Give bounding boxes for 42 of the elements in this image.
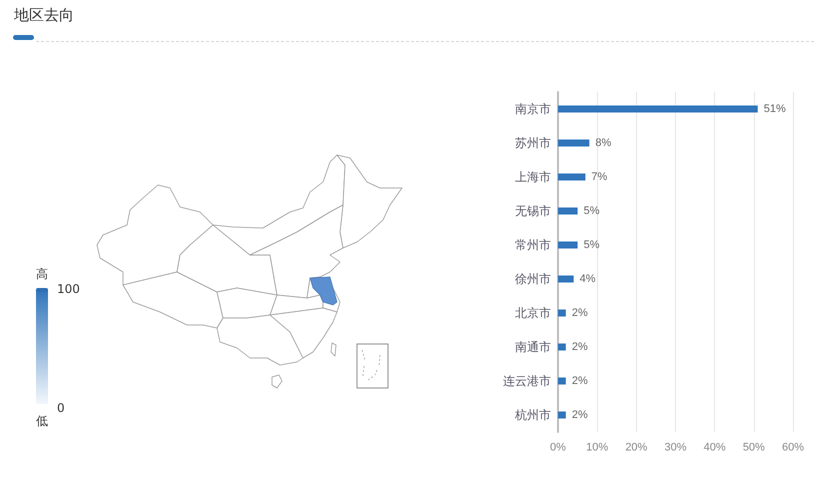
y-tick-label: 苏州市 <box>515 136 551 150</box>
text: 低 <box>36 414 48 428</box>
x-tick-label: 30% <box>664 442 687 454</box>
y-tick-label: 南通市 <box>515 340 551 354</box>
data-label: 4% <box>580 273 596 285</box>
text: 地区去向 <box>14 6 74 25</box>
bar <box>558 242 578 248</box>
x-tick-label: 60% <box>782 442 804 454</box>
bar <box>558 276 574 282</box>
bar <box>558 106 758 112</box>
bar <box>558 310 566 316</box>
bar <box>558 344 566 350</box>
data-label: 2% <box>572 307 588 319</box>
x-tick-label: 20% <box>625 442 648 454</box>
y-tick-label: 常州市 <box>515 238 551 252</box>
data-label: 5% <box>584 205 600 217</box>
x-tick-label: 10% <box>586 442 608 454</box>
x-tick-label: 50% <box>742 442 766 454</box>
data-label: 2% <box>572 409 588 421</box>
data-label: 51% <box>764 103 786 115</box>
y-tick-label: 杭州市 <box>514 408 551 422</box>
y-tick-label: 南京市 <box>515 102 551 116</box>
x-tick-label: 40% <box>704 442 726 454</box>
bar <box>558 378 566 384</box>
text: 0 <box>57 401 65 415</box>
y-tick-label: 无锡市 <box>515 204 551 218</box>
bar <box>558 412 566 418</box>
bar <box>558 140 590 146</box>
text: 高 <box>36 267 48 281</box>
bar <box>558 208 578 214</box>
y-tick-label: 徐州市 <box>515 272 551 286</box>
data-label: 2% <box>572 375 588 387</box>
data-label: 7% <box>591 171 608 183</box>
x-tick-label: 0% <box>550 442 566 454</box>
data-label: 5% <box>584 239 600 251</box>
y-tick-label: 连云港市 <box>503 374 551 388</box>
y-tick-label: 上海市 <box>515 170 551 184</box>
data-label: 8% <box>595 137 612 149</box>
data-label: 2% <box>572 341 588 353</box>
y-tick-label: 北京市 <box>515 306 551 320</box>
text: 100 <box>57 282 80 296</box>
bar <box>558 174 586 180</box>
